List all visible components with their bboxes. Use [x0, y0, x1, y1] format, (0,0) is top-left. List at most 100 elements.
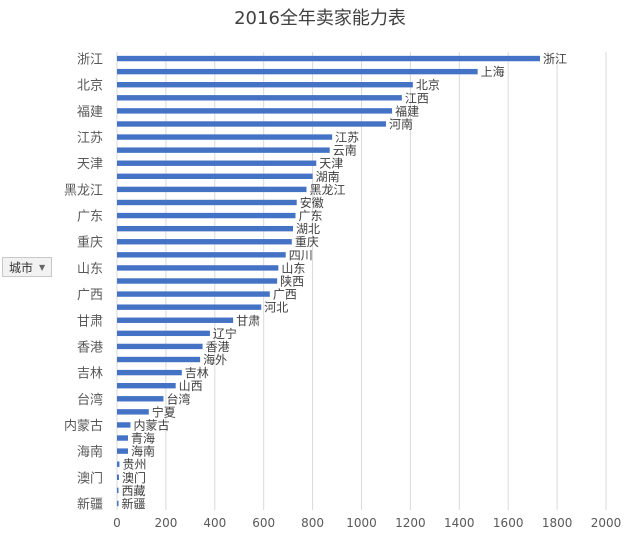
data-label: 湖南: [316, 169, 340, 184]
data-label: 山西: [179, 379, 203, 393]
bar: [117, 356, 201, 363]
data-label: 北京: [416, 78, 440, 92]
data-label: 吉林: [185, 366, 209, 380]
data-label: 广东: [298, 209, 322, 223]
bar: [117, 317, 234, 323]
data-label: 新疆: [122, 496, 146, 511]
bar: [117, 461, 120, 467]
x-tick-label: 1600: [493, 516, 524, 530]
bar: [117, 252, 286, 258]
y-category-label: 甘肃: [77, 314, 103, 329]
bar: [117, 68, 478, 75]
bar: [117, 82, 413, 88]
bar: [117, 225, 294, 232]
y-category-label: 福建: [77, 105, 103, 120]
y-category-label: 北京: [77, 79, 103, 94]
x-tick-label: 400: [203, 516, 226, 530]
data-label: 香港: [206, 340, 230, 354]
y-category-label: 吉林: [77, 367, 103, 382]
data-label: 天津: [319, 157, 343, 171]
bar: [117, 186, 307, 193]
data-label: 海南: [131, 444, 155, 459]
y-category-label: 新疆: [77, 496, 103, 512]
data-label: 山东: [281, 261, 305, 275]
y-category-label: 澳门: [77, 470, 103, 486]
bar: [117, 278, 278, 284]
bar: [117, 304, 262, 310]
data-label: 云南: [333, 143, 357, 158]
x-tick-label: 600: [252, 516, 275, 530]
x-tick-label: 2000: [591, 516, 622, 530]
bar: [117, 147, 330, 153]
bar: [117, 369, 182, 376]
y-category-label: 台湾: [77, 392, 103, 408]
city-filter-button[interactable]: 城市 ▼: [2, 257, 53, 277]
bar: [117, 474, 119, 480]
data-label: 福建: [395, 103, 419, 118]
bar: [117, 500, 119, 507]
bar: [117, 199, 297, 206]
bar: [117, 343, 203, 350]
bar: [117, 409, 149, 415]
data-label: 陕西: [280, 274, 304, 289]
bar: [117, 212, 296, 219]
data-label: 宁夏: [152, 404, 176, 419]
x-tick-label: 0: [113, 516, 121, 530]
bar: [117, 487, 119, 494]
data-label: 台湾: [166, 391, 190, 406]
y-category-label: 重庆: [77, 235, 103, 251]
data-label: 安徽: [300, 195, 324, 210]
data-label: 湖北: [296, 221, 320, 236]
bar: [117, 265, 279, 271]
bar: [117, 55, 540, 62]
data-label: 澳门: [122, 470, 146, 485]
data-label: 西藏: [122, 484, 146, 498]
data-label: 黑龙江: [309, 183, 345, 197]
y-category-label: 内蒙古: [64, 418, 103, 434]
x-tick-label: 1200: [395, 516, 426, 530]
city-filter-label: 城市: [9, 260, 34, 275]
y-category-label: 广东: [77, 210, 103, 225]
x-tick-label: 1400: [444, 516, 475, 530]
data-label: 青海: [131, 431, 155, 446]
bar: [117, 422, 131, 428]
bar: [117, 239, 292, 245]
data-label: 广西: [273, 288, 297, 302]
data-label: 内蒙古: [133, 417, 169, 432]
bar: [117, 134, 333, 140]
y-category-label: 天津: [77, 157, 103, 172]
y-category-label: 香港: [77, 340, 103, 355]
x-tick-label: 200: [154, 516, 177, 530]
data-label: 河北: [264, 301, 288, 315]
bar: [117, 382, 176, 389]
bar: [117, 173, 313, 180]
y-category-label: 浙江: [77, 53, 103, 68]
dropdown-arrow-icon: ▼: [39, 262, 46, 272]
x-tick-label: 800: [301, 516, 324, 530]
bar: [117, 121, 386, 127]
data-label: 河南: [389, 116, 413, 131]
data-label: 辽宁: [213, 326, 237, 341]
data-label: 甘肃: [236, 314, 260, 328]
chart-title: 2016全年卖家能力表: [234, 8, 406, 29]
y-category-label: 黑龙江: [64, 183, 103, 198]
data-label: 江西: [405, 91, 429, 105]
bar: [117, 330, 210, 337]
data-label: 海外: [203, 352, 227, 367]
x-tick-label: 1000: [346, 516, 377, 530]
bar: [117, 108, 393, 114]
bar: [117, 160, 317, 166]
data-label: 江苏: [335, 131, 359, 145]
data-label: 重庆: [295, 235, 319, 249]
bar: [117, 448, 129, 454]
y-category-label: 广西: [77, 288, 103, 303]
bar: [117, 435, 129, 441]
y-category-label: 江苏: [77, 130, 103, 146]
y-category-label: 山东: [77, 262, 103, 277]
bar: [117, 95, 402, 101]
bar: [117, 396, 164, 402]
bar: [117, 291, 270, 297]
data-label: 四川: [289, 248, 313, 262]
y-category-label: 海南: [77, 444, 103, 460]
